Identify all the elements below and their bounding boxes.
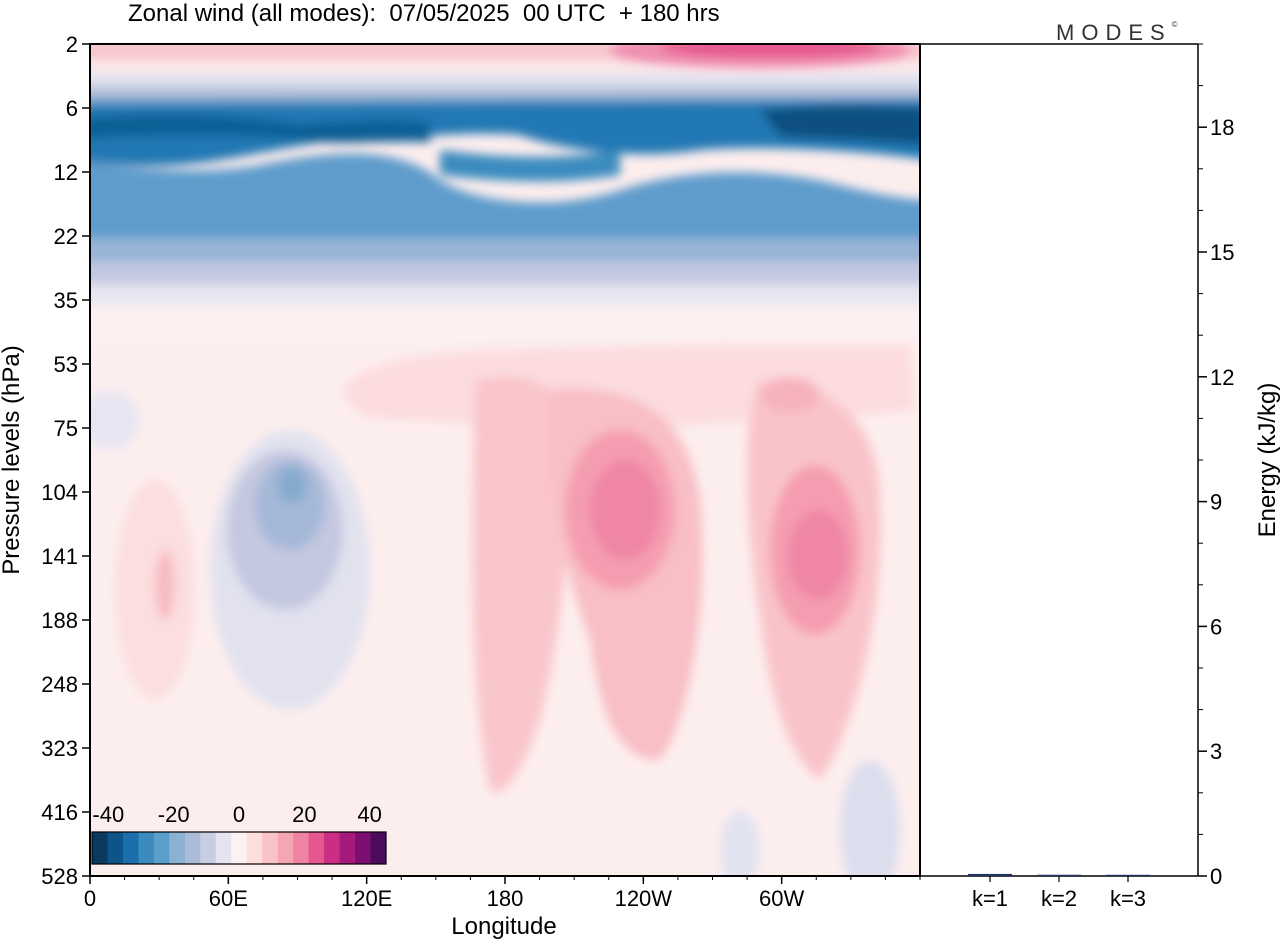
colorbar-swatch [308, 832, 325, 864]
colorbar: -40 -20 0 20 40 [91, 802, 387, 865]
y-tick-label: 323 [41, 736, 78, 761]
colorbar-swatch [324, 832, 341, 864]
x-tick-label: 60W [759, 886, 804, 911]
energy-tick-label: 6 [1210, 614, 1222, 639]
band-core-blue [90, 114, 430, 143]
colorbar-swatch [122, 832, 139, 864]
blob-low-blue-mid [720, 810, 760, 876]
energy-category-label: k=1 [972, 886, 1008, 911]
y-axis-label: Pressure levels (hPa) [0, 345, 25, 574]
colorbar-swatch [184, 832, 201, 864]
colorbar-swatch [231, 832, 248, 864]
heatmap-field [90, 44, 920, 876]
y-tick-label: 12 [54, 160, 78, 185]
brand-logo: MODES© [1056, 20, 1178, 46]
colorbar-swatch [339, 832, 356, 864]
energy-category-label: k=3 [1110, 886, 1146, 911]
x-axis: 0 60E 120E 180 120W 60W [84, 876, 921, 911]
y-axis: 2 6 12 22 35 53 75 104 141 188 248 323 416 528 [41, 32, 90, 889]
band-light-blue-b [90, 86, 920, 96]
energy-bar [968, 873, 1012, 876]
colorbar-swatch [370, 832, 387, 864]
energy-tick-label: 9 [1210, 490, 1222, 515]
y-tick-label: 6 [66, 96, 78, 121]
energy-axis-label: Energy (kJ/kg) [1254, 383, 1280, 538]
colorbar-swatch [262, 832, 279, 864]
x-tick-label: 60E [209, 886, 248, 911]
energy-tick-label: 15 [1210, 240, 1234, 265]
blob-neg-core [255, 460, 325, 550]
y-tick-label: 188 [41, 608, 78, 633]
colorbar-swatch [200, 832, 217, 864]
blob-west-pink [115, 480, 195, 700]
heatmap-blobs [90, 44, 915, 876]
y-tick-label: 248 [41, 672, 78, 697]
energy-tick-label: 12 [1210, 365, 1234, 390]
band-core-blue-east [760, 105, 920, 145]
colorbar-tick-label: 20 [292, 802, 316, 827]
band-pale-blue [90, 238, 920, 264]
y-tick-label: 22 [54, 224, 78, 249]
band-strong-blue [90, 100, 920, 166]
energy-category-label: k=2 [1041, 886, 1077, 911]
y-tick-label: 53 [54, 352, 78, 377]
band-core-blue-center [440, 150, 620, 182]
energy-tick-label: 0 [1210, 864, 1222, 889]
y-tick-label: 141 [41, 544, 78, 569]
band-light-blue-a [90, 74, 920, 86]
brand-name: MODES [1056, 20, 1172, 45]
y-tick-label: 104 [41, 480, 78, 505]
y-tick-label: 416 [41, 800, 78, 825]
colorbar-tick-label: -20 [158, 802, 190, 827]
colorbar-swatch [277, 832, 294, 864]
energy-panel: 0 3 6 9 12 15 18 k=1 k=2 k=3 [920, 43, 1234, 911]
energy-bars: k=1 k=2 k=3 [968, 873, 1150, 911]
chart-title: Zonal wind (all modes): 07/05/2025 00 UT… [128, 0, 720, 27]
energy-bar [1037, 874, 1081, 876]
colorbar-swatch [355, 832, 372, 864]
colorbar-swatch [246, 832, 263, 864]
blob-low-blue-west [90, 390, 140, 450]
colorbar-swatch [293, 832, 310, 864]
blob-top-magenta-core [660, 44, 880, 58]
energy-tick-label: 3 [1210, 739, 1222, 764]
energy-y-axis: 0 3 6 9 12 15 18 [1198, 43, 1234, 889]
heatmap-strata [90, 44, 920, 345]
colorbar-swatch [169, 832, 186, 864]
x-tick-label: 120W [615, 886, 673, 911]
band-mid-blue [90, 96, 920, 106]
colorbar-frame [91, 831, 387, 865]
y-tick-label: 75 [54, 416, 78, 441]
colorbar-swatch [107, 832, 124, 864]
colorbar-tick-label: -40 [92, 802, 124, 827]
y-tick-label: 35 [54, 288, 78, 313]
blob-stripe-180 [472, 376, 571, 793]
blob-neg-inner [278, 467, 306, 503]
band-mid-blue-lower [90, 153, 920, 245]
x-tick-label: 120E [341, 886, 392, 911]
blob-west-core [155, 550, 175, 620]
band-faint-lavender [90, 284, 920, 306]
energy-bar [1106, 874, 1150, 876]
colorbar-swatch [153, 832, 170, 864]
colorbar-swatch [138, 832, 155, 864]
energy-tick-label: 18 [1210, 115, 1234, 140]
colorbar-tick-label: 40 [357, 802, 381, 827]
band-near-zero [90, 305, 920, 345]
brand-mark: © [1171, 20, 1178, 29]
x-tick-label: 0 [84, 886, 96, 911]
blob-low-blue-east [840, 760, 900, 876]
x-axis-label: Longitude [451, 913, 556, 940]
x-tick-label: 180 [487, 886, 524, 911]
y-tick-label: 528 [41, 864, 78, 889]
colorbar-swatch [92, 832, 108, 864]
band-lavender [90, 262, 920, 286]
blob-60w-core [788, 510, 848, 600]
colorbar-tick-label: 0 [233, 802, 245, 827]
blob-120w-core [590, 460, 660, 560]
y-tick-label: 2 [66, 32, 78, 57]
colorbar-swatch [215, 832, 232, 864]
blob-60w-upper [760, 377, 820, 413]
